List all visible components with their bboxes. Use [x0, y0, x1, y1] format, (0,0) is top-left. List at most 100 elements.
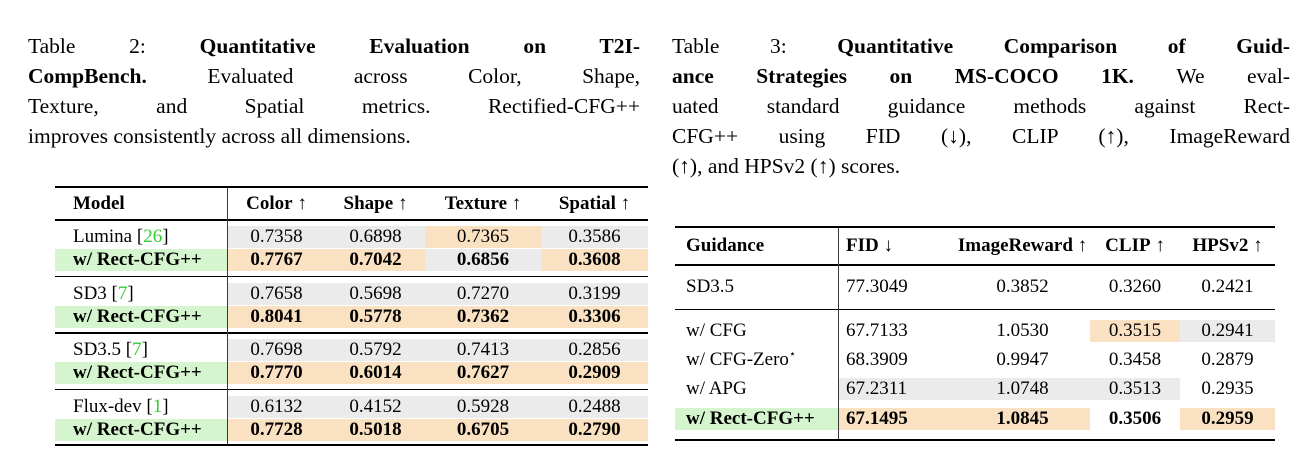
value-cell: 0.7042 — [326, 249, 425, 271]
header-label: Model — [73, 192, 125, 214]
value-cell: 0.3506 — [1108, 407, 1162, 429]
value-cell: 67.2311 — [838, 377, 955, 400]
value-cell: 0.5778 — [326, 305, 425, 328]
row-label: w/ APG — [675, 378, 838, 400]
header-label: CLIP — [1105, 235, 1151, 256]
caption-line: uated standard guidance methods against … — [672, 91, 1290, 121]
value-cell: 0.2879 — [1201, 348, 1254, 370]
caption-line: improves consistently across all dimensi… — [28, 121, 640, 151]
row-label-text: w/ APG — [686, 377, 747, 399]
table-row: w/ Rect-CFG++ 0.7767 0.7042 0.6856 0.3608 — [55, 249, 648, 272]
row-label-text: SD3.5 — [686, 276, 735, 297]
table-row: w/ Rect-CFG++ 0.8041 0.5778 0.7362 0.3306 — [55, 305, 648, 328]
value-cell: 0.2421 — [1201, 276, 1254, 297]
header-row: Model Color ↑ Shape ↑ Texture ↑ Spatial ↑ — [55, 188, 648, 219]
value-cell: 0.2959 — [1180, 407, 1275, 430]
caption-text: Texture, and Spatial metrics. Rectified-… — [28, 94, 640, 118]
caption-text: Table 2: — [28, 34, 200, 58]
caption-bold-text: CompBench. — [28, 64, 208, 88]
top-rule — [55, 186, 648, 188]
row-label: w/ Rect-CFG++ — [55, 249, 227, 271]
up-arrow-icon: ↑ — [1248, 235, 1263, 256]
value-cell: 0.2856 — [541, 339, 648, 361]
cite-bracket: [ — [141, 395, 153, 417]
value-cell: 0.7627 — [425, 362, 541, 384]
header-cell: CLIP ↑ — [1090, 235, 1180, 257]
value-cell: 0.9947 — [996, 348, 1049, 370]
header-label: ImageReward — [957, 235, 1073, 256]
table-row: w/ Rect-CFG++ 0.7770 0.6014 0.7627 0.2909 — [55, 362, 648, 385]
down-arrow-icon: ↓ — [878, 235, 893, 256]
table-row: w/ CFG 67.7133 1.0530 0.3515 0.2941 — [675, 316, 1275, 345]
value-cell: 0.4152 — [326, 395, 425, 418]
caption-line: CFG++ using FID (↓), CLIP (↑), ImageRewa… — [672, 121, 1290, 151]
caption-text: Table 3: — [672, 34, 838, 58]
value-cell: 0.3515 — [1090, 319, 1180, 342]
table-body: Model Color ↑ Shape ↑ Texture ↑ Spatial ↑ Lum… — [55, 186, 648, 446]
value-cell: 0.2935 — [1201, 377, 1254, 399]
value-cell: 0.7658 — [227, 282, 326, 305]
row-label: SD3 [7] — [55, 283, 227, 305]
caption-text: improves consistently across all dimensi… — [28, 124, 411, 148]
value-cell: 0.3260 — [1108, 276, 1162, 297]
header-label: Color — [246, 192, 293, 214]
cite-bracket: [ — [121, 339, 133, 360]
header-label: Texture — [444, 192, 508, 214]
cite-bracket: [ — [132, 226, 144, 247]
row-label-text: SD3.5 — [73, 339, 122, 360]
header-cell: Model — [55, 193, 227, 215]
row-group: SD3.5 [7] 0.7698 0.5792 0.7413 0.2856 w/ Rect… — [55, 339, 648, 385]
header-label: Guidance — [686, 235, 765, 256]
row-label-text: w/ CFG — [686, 319, 747, 341]
value-cell: 67.1495 — [838, 407, 955, 430]
caption-line: Table 3: Quantitative Comparison of Guid… — [672, 31, 1290, 61]
value-cell: 1.0530 — [996, 319, 1049, 341]
row-group: SD3 [7] 0.7658 0.5698 0.7270 0.3199 w/ Rect-C… — [55, 282, 648, 328]
cite-bracket: ] — [162, 226, 169, 247]
header-cell: FID ↓ — [838, 235, 955, 257]
value-cell: 0.7358 — [227, 226, 326, 248]
header-label: HPSv2 — [1192, 235, 1249, 256]
bottom-rule — [675, 439, 1275, 441]
table-row: SD3.5 77.3049 0.3852 0.3260 0.2421 — [675, 273, 1275, 302]
group-rule — [55, 275, 648, 277]
value-cell: 0.3852 — [996, 276, 1049, 297]
value-cell: 0.7270 — [425, 282, 541, 305]
row-label: w/ CFG-Zero⋆ — [675, 349, 838, 371]
table3-caption: Table 3: Quantitative Comparison of Guid… — [672, 31, 1290, 181]
up-arrow-icon: ↑ — [507, 192, 522, 214]
value-cell: 0.3608 — [541, 249, 648, 271]
value-cell: 0.5792 — [326, 339, 425, 361]
header-cell: ImageReward ↑ — [955, 235, 1090, 257]
value-cell: 0.7728 — [227, 418, 326, 441]
value-cell: 0.7767 — [227, 249, 326, 271]
column-separator — [838, 228, 840, 439]
value-cell: 0.6856 — [425, 249, 541, 271]
value-cell: 0.3586 — [541, 226, 648, 248]
caption-text: We eval- — [1176, 64, 1290, 88]
header-row: Guidance FID ↓ ImageReward ↑ CLIP ↑ HPSv2 ↑ — [675, 228, 1275, 264]
value-cell: 77.3049 — [846, 276, 908, 297]
table-row: SD3 [7] 0.7658 0.5698 0.7270 0.3199 — [55, 282, 648, 305]
caption-bold-text: Quantitative Evaluation on T2I- — [199, 34, 640, 58]
row-group: w/ CFG 67.7133 1.0530 0.3515 0.2941 w/ CFG-Ze… — [675, 310, 1275, 439]
table2: Model Color ↑ Shape ↑ Texture ↑ Spatial ↑ Lum… — [55, 186, 648, 446]
table3: Guidance FID ↓ ImageReward ↑ CLIP ↑ HPSv2 ↑ S… — [675, 226, 1275, 441]
row-label: w/ Rect-CFG++ — [675, 407, 838, 430]
value-cell: 0.2790 — [541, 418, 648, 441]
row-label-text: w/ CFG-Zero — [686, 348, 789, 370]
group-rule — [55, 388, 648, 390]
citation-number: 7 — [117, 282, 128, 304]
header-rule — [675, 264, 1275, 266]
row-label-text: w/ Rect-CFG++ — [73, 418, 202, 440]
row-label: SD3.5 — [675, 276, 838, 298]
up-arrow-icon: ↑ — [1150, 235, 1165, 256]
cite-bracket: ] — [127, 282, 134, 304]
header-cell: Shape ↑ — [326, 193, 425, 215]
row-label-text: SD3 — [73, 282, 107, 304]
table-row: SD3.5 [7] 0.7698 0.5792 0.7413 0.2856 — [55, 339, 648, 362]
value-cell: 0.6705 — [425, 418, 541, 441]
value-cell: 0.5928 — [425, 395, 541, 418]
header-cell: Spatial ↑ — [541, 193, 648, 215]
value-cell: 0.7698 — [227, 339, 326, 361]
